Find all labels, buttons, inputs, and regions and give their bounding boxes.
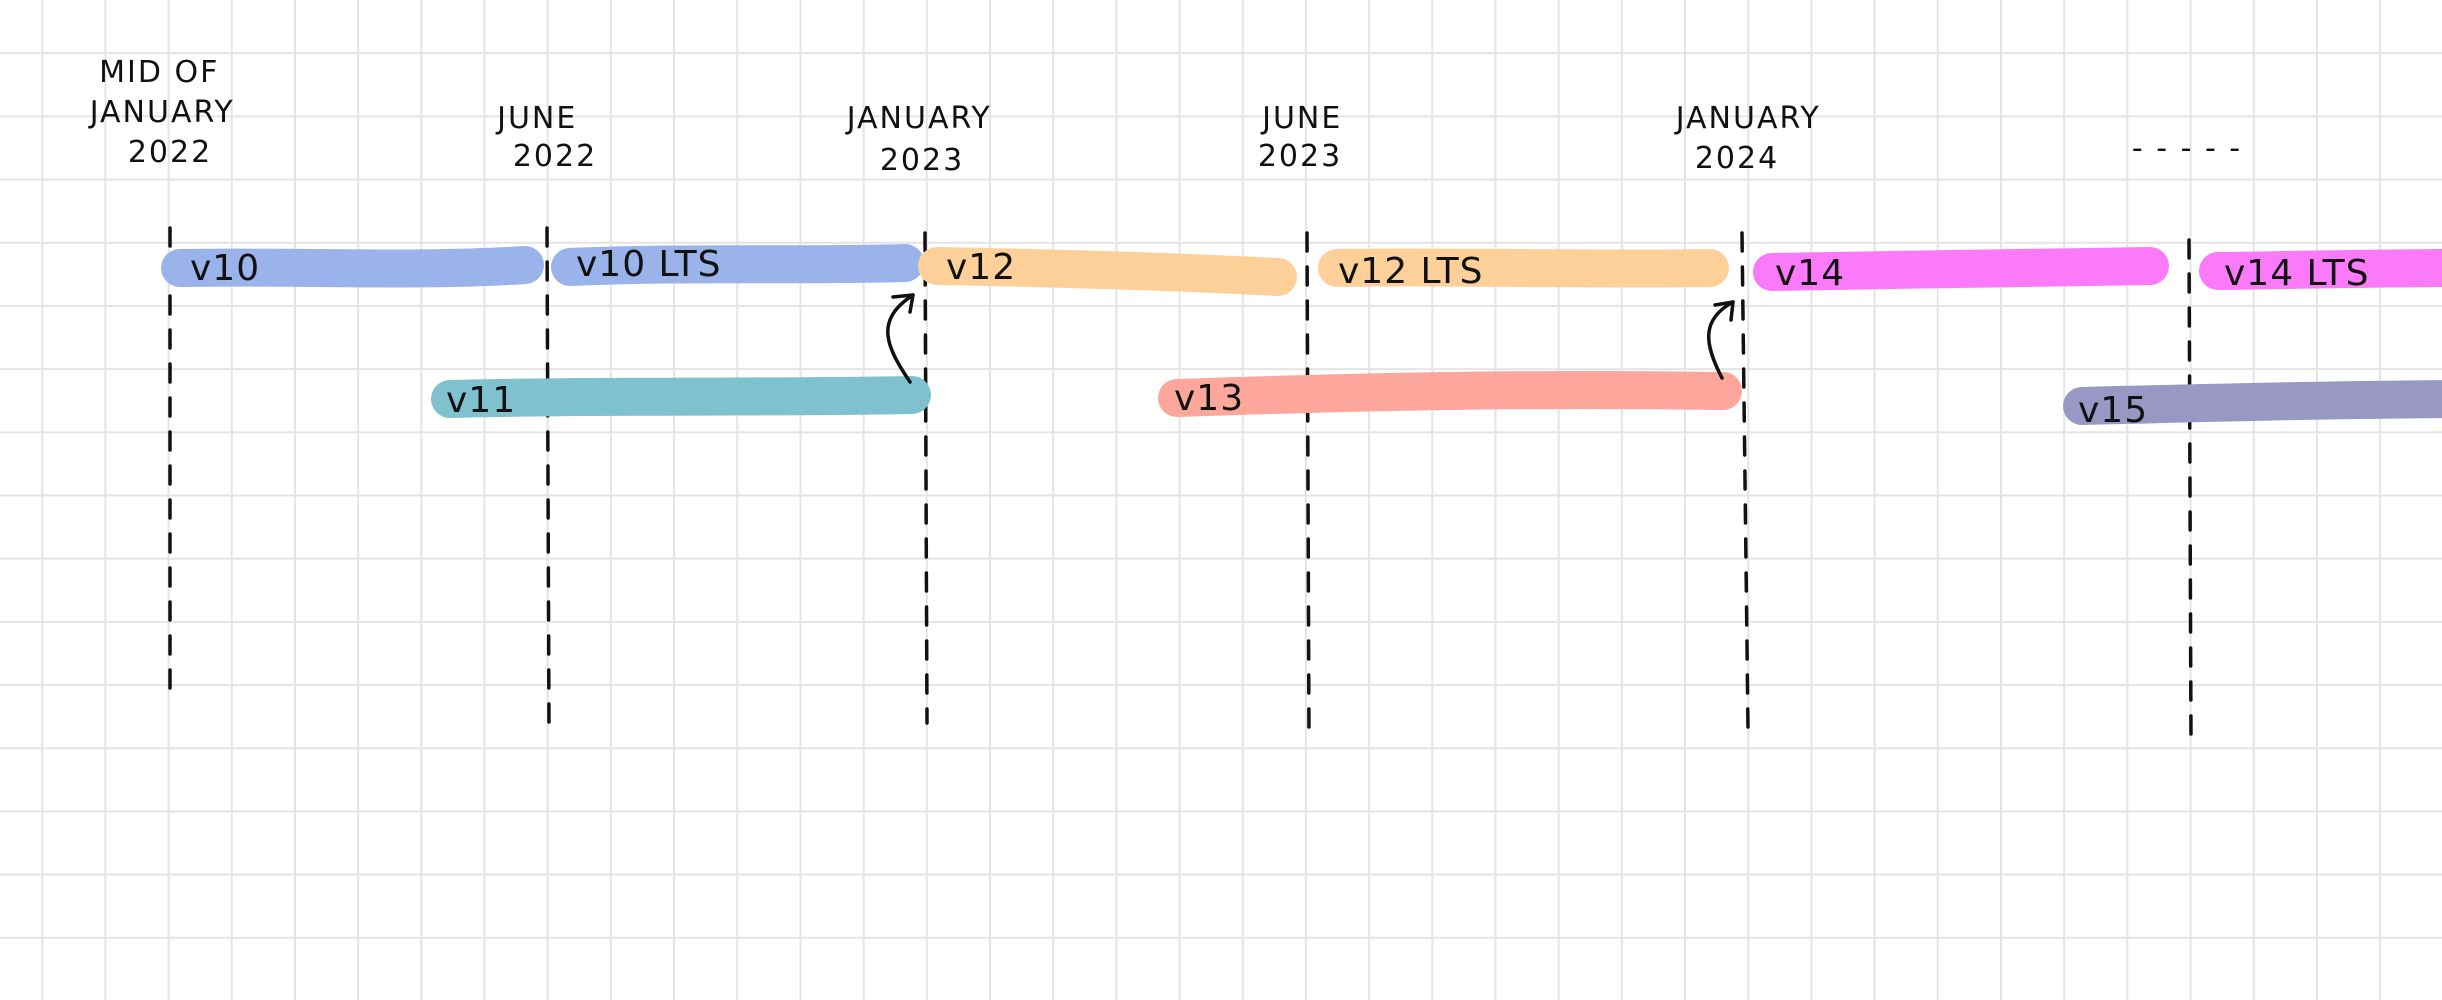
version-label-v11: v11: [446, 380, 516, 421]
arrow-v13-to-v14: [1706, 300, 1735, 380]
date-label-line: JUNE: [495, 101, 577, 136]
date-label-line: JUNE: [1260, 101, 1342, 136]
version-bar-v12-lts: [1318, 248, 1729, 288]
version-bar-v10-lts: [551, 244, 924, 286]
date-label-line: 2023: [1258, 139, 1342, 174]
version-label-v10-lts: v10 LTS: [576, 244, 722, 285]
version-bar-v13: [1158, 370, 1742, 417]
date-label-jan-2023: JANUARY 2023: [845, 101, 1004, 178]
version-bar-v12: [918, 247, 1297, 296]
version-label-v12: v12: [946, 247, 1016, 288]
date-label-jan-2024: JANUARY 2024: [1674, 101, 1833, 176]
date-label-line: MID OF: [99, 55, 219, 90]
date-label-line: JANUARY: [88, 95, 235, 130]
version-label-v15: v15: [2078, 390, 2148, 431]
version-label-v14: v14: [1775, 253, 1845, 294]
date-label-june-2022: JUNE 2022: [495, 101, 597, 174]
arrow-v11-to-v12: [886, 293, 915, 384]
version-bar-v14: [1753, 247, 2169, 291]
version-label-v14-lts: v14 LTS: [2224, 253, 2370, 294]
date-label-june-2023: JUNE 2023: [1258, 101, 1354, 174]
milestone-line-june-2023: [1305, 231, 1311, 742]
arrow-v11-to-v12-head: [891, 293, 915, 314]
version-label-v10: v10: [190, 248, 260, 289]
arrow-v13-to-v14-head: [1713, 300, 1735, 322]
date-label-line: JANUARY: [845, 101, 992, 136]
date-label-line: 2022: [128, 135, 212, 170]
version-bar-v14-lts: [2199, 249, 2442, 290]
date-label-line: 2024: [1695, 141, 1779, 176]
milestone-line-2024-future: [2187, 238, 2193, 742]
date-label-ellipsis: - - - - -: [2132, 131, 2242, 166]
version-bar-v10: [161, 246, 544, 288]
milestone-line-jan-2024: [1740, 231, 1750, 730]
milestone-line-june-2022: [545, 226, 551, 732]
milestone-line-jan-2023: [923, 231, 929, 725]
date-label-line: 2023: [880, 143, 964, 178]
version-bar-v15: [2063, 380, 2442, 425]
date-label-line: 2022: [513, 139, 597, 174]
version-label-v13: v13: [1174, 378, 1244, 419]
version-label-v12-lts: v12 LTS: [1338, 251, 1484, 292]
version-bar-v11: [431, 376, 931, 418]
date-label-mid-jan-2022: MID OF JANUARY 2022: [88, 55, 247, 170]
date-label-line: JANUARY: [1674, 101, 1821, 136]
